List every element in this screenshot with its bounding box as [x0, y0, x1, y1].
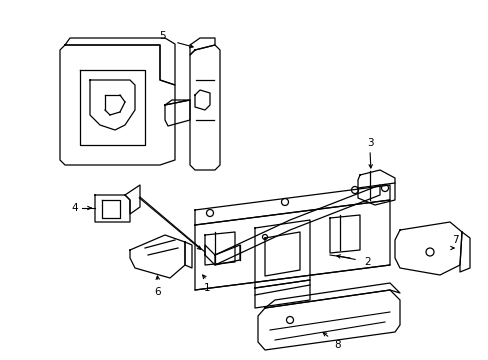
Text: 4: 4: [72, 203, 78, 213]
Text: 2: 2: [364, 257, 370, 267]
Text: 8: 8: [334, 340, 341, 350]
Text: 7: 7: [451, 235, 457, 245]
Text: 3: 3: [366, 138, 372, 148]
Text: 1: 1: [203, 283, 210, 293]
Text: 6: 6: [154, 287, 161, 297]
Text: 5: 5: [159, 31, 165, 41]
